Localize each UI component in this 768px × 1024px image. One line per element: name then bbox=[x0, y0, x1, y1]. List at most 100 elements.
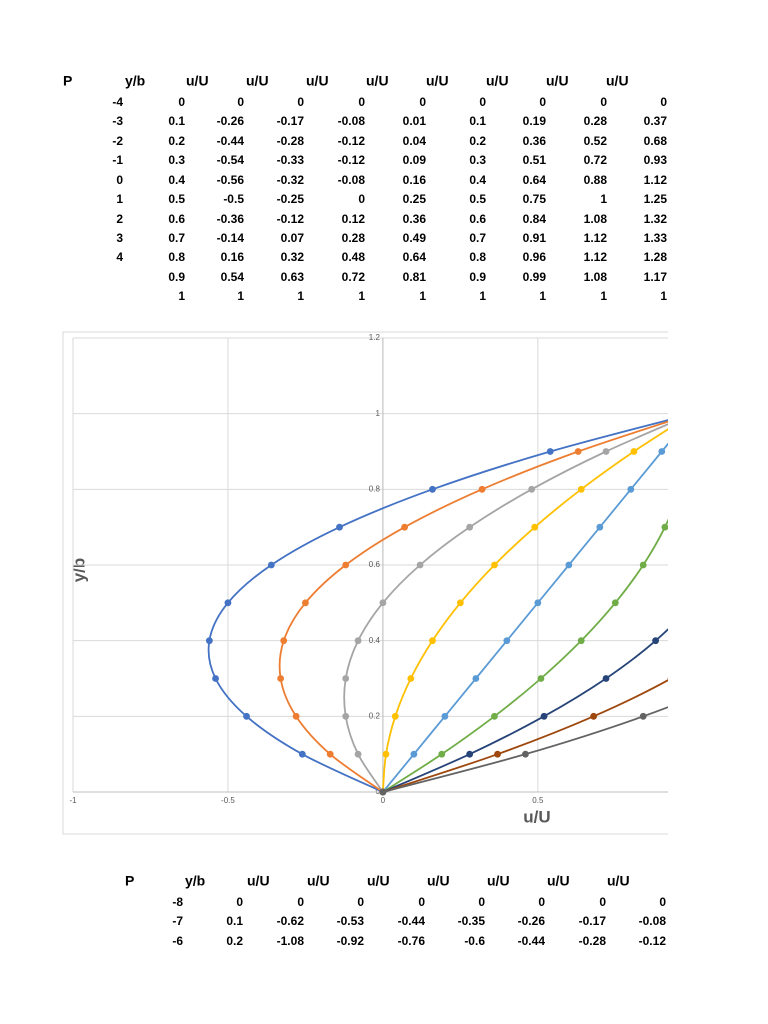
column-header: u/U bbox=[426, 73, 449, 89]
cell: 0.01 bbox=[403, 114, 427, 128]
data-point bbox=[689, 410, 696, 417]
cell: -0.44 bbox=[398, 914, 426, 928]
x-axis-title: u/U bbox=[523, 807, 550, 826]
column-header: u/U bbox=[487, 873, 510, 889]
cell: 1 bbox=[237, 289, 244, 303]
cell: -0.54 bbox=[217, 153, 245, 167]
data-point bbox=[546, 448, 554, 455]
cell: -0.08 bbox=[639, 914, 667, 928]
cell: -0.12 bbox=[277, 212, 305, 226]
cell: -0.12 bbox=[338, 153, 366, 167]
cell: -0.56 bbox=[217, 173, 245, 187]
cell: 0.19 bbox=[523, 114, 547, 128]
data-point bbox=[267, 561, 275, 569]
plot-area bbox=[205, 410, 749, 796]
data-point bbox=[379, 788, 387, 796]
cell: 1 bbox=[660, 289, 667, 303]
cell: 0.9 bbox=[168, 270, 185, 284]
p-cell: -4 bbox=[112, 95, 123, 109]
cell: 0 bbox=[659, 895, 666, 909]
data-point bbox=[292, 712, 300, 720]
data-point bbox=[742, 448, 749, 455]
cell: -0.17 bbox=[579, 914, 607, 928]
column-header: u/U bbox=[306, 73, 329, 89]
data-point bbox=[280, 637, 288, 645]
data-point bbox=[342, 675, 350, 682]
cell: -0.12 bbox=[338, 134, 366, 148]
x-tick-label: -0.5 bbox=[221, 796, 235, 805]
column-header: u/U bbox=[486, 73, 509, 89]
cell: 0 bbox=[660, 95, 667, 109]
data-point bbox=[441, 712, 449, 720]
data-point bbox=[733, 675, 740, 682]
cell: 1.08 bbox=[584, 212, 608, 226]
cell: 0.54 bbox=[221, 270, 245, 284]
cell: 0.52 bbox=[584, 134, 608, 148]
data-point bbox=[577, 485, 585, 493]
data-point bbox=[667, 677, 668, 680]
data-point bbox=[602, 448, 610, 455]
data-point bbox=[342, 712, 350, 720]
data-point bbox=[429, 485, 436, 493]
cell: 1 bbox=[358, 289, 365, 303]
data-point bbox=[565, 561, 573, 569]
data-point bbox=[456, 599, 464, 607]
cell: 0.2 bbox=[226, 934, 243, 948]
series-line bbox=[207, 419, 668, 793]
cell: 0.32 bbox=[281, 250, 305, 264]
cell: 0 bbox=[237, 95, 244, 109]
p-cell: -6 bbox=[172, 934, 183, 948]
cell: -0.33 bbox=[277, 153, 305, 167]
cell: 0.6 bbox=[469, 212, 486, 226]
cell: -0.25 bbox=[277, 192, 305, 206]
cell: 0.5 bbox=[469, 192, 486, 206]
data-point bbox=[727, 486, 734, 493]
data-point bbox=[602, 675, 610, 682]
y-tick-label: 0.4 bbox=[369, 636, 381, 645]
p-cell: 0 bbox=[116, 173, 123, 187]
p-cell: -1 bbox=[112, 153, 123, 167]
data-point bbox=[534, 599, 542, 607]
column-header: u/U bbox=[427, 873, 450, 889]
cell: 1 bbox=[419, 289, 426, 303]
cell: 1.32 bbox=[644, 212, 668, 226]
data-point bbox=[491, 561, 498, 569]
column-header: u/U bbox=[606, 73, 629, 89]
data-point bbox=[212, 675, 219, 682]
cell: 1.08 bbox=[584, 270, 608, 284]
y-tick-label: 0.8 bbox=[369, 484, 381, 493]
data-point bbox=[466, 523, 474, 531]
data-point bbox=[205, 637, 213, 645]
cell: -0.26 bbox=[518, 914, 546, 928]
y-tick-label: 1.2 bbox=[369, 333, 381, 342]
cell: 1.33 bbox=[644, 231, 668, 245]
cell: 0.36 bbox=[523, 134, 547, 148]
cell: 0.75 bbox=[523, 192, 547, 206]
cell: 1.12 bbox=[584, 250, 608, 264]
data-point bbox=[438, 750, 446, 758]
p-cell: -3 bbox=[112, 114, 123, 128]
column-header: P bbox=[125, 873, 134, 889]
data-point bbox=[661, 523, 668, 531]
cell: 0.4 bbox=[469, 173, 486, 187]
data-point bbox=[590, 712, 598, 720]
cell: 1 bbox=[600, 289, 607, 303]
data-point bbox=[630, 448, 638, 455]
y-tick-label: 0.6 bbox=[369, 560, 381, 569]
data-point bbox=[652, 637, 660, 645]
cell: -0.36 bbox=[217, 212, 245, 226]
cell: 0 bbox=[539, 95, 546, 109]
cell: 0.96 bbox=[523, 250, 547, 264]
column-header: u/U bbox=[246, 73, 269, 89]
y-tick-label: 0.2 bbox=[369, 711, 381, 720]
series-line bbox=[382, 628, 668, 793]
cell: 0.16 bbox=[403, 173, 427, 187]
cell: 0 bbox=[297, 895, 304, 909]
data-point bbox=[379, 599, 387, 607]
cell: 0 bbox=[358, 95, 365, 109]
data-point bbox=[382, 750, 390, 758]
cell: 0.1 bbox=[469, 114, 486, 128]
cell: 0.04 bbox=[403, 134, 427, 148]
cell: 0 bbox=[236, 895, 243, 909]
column-header: y/b bbox=[185, 873, 205, 889]
